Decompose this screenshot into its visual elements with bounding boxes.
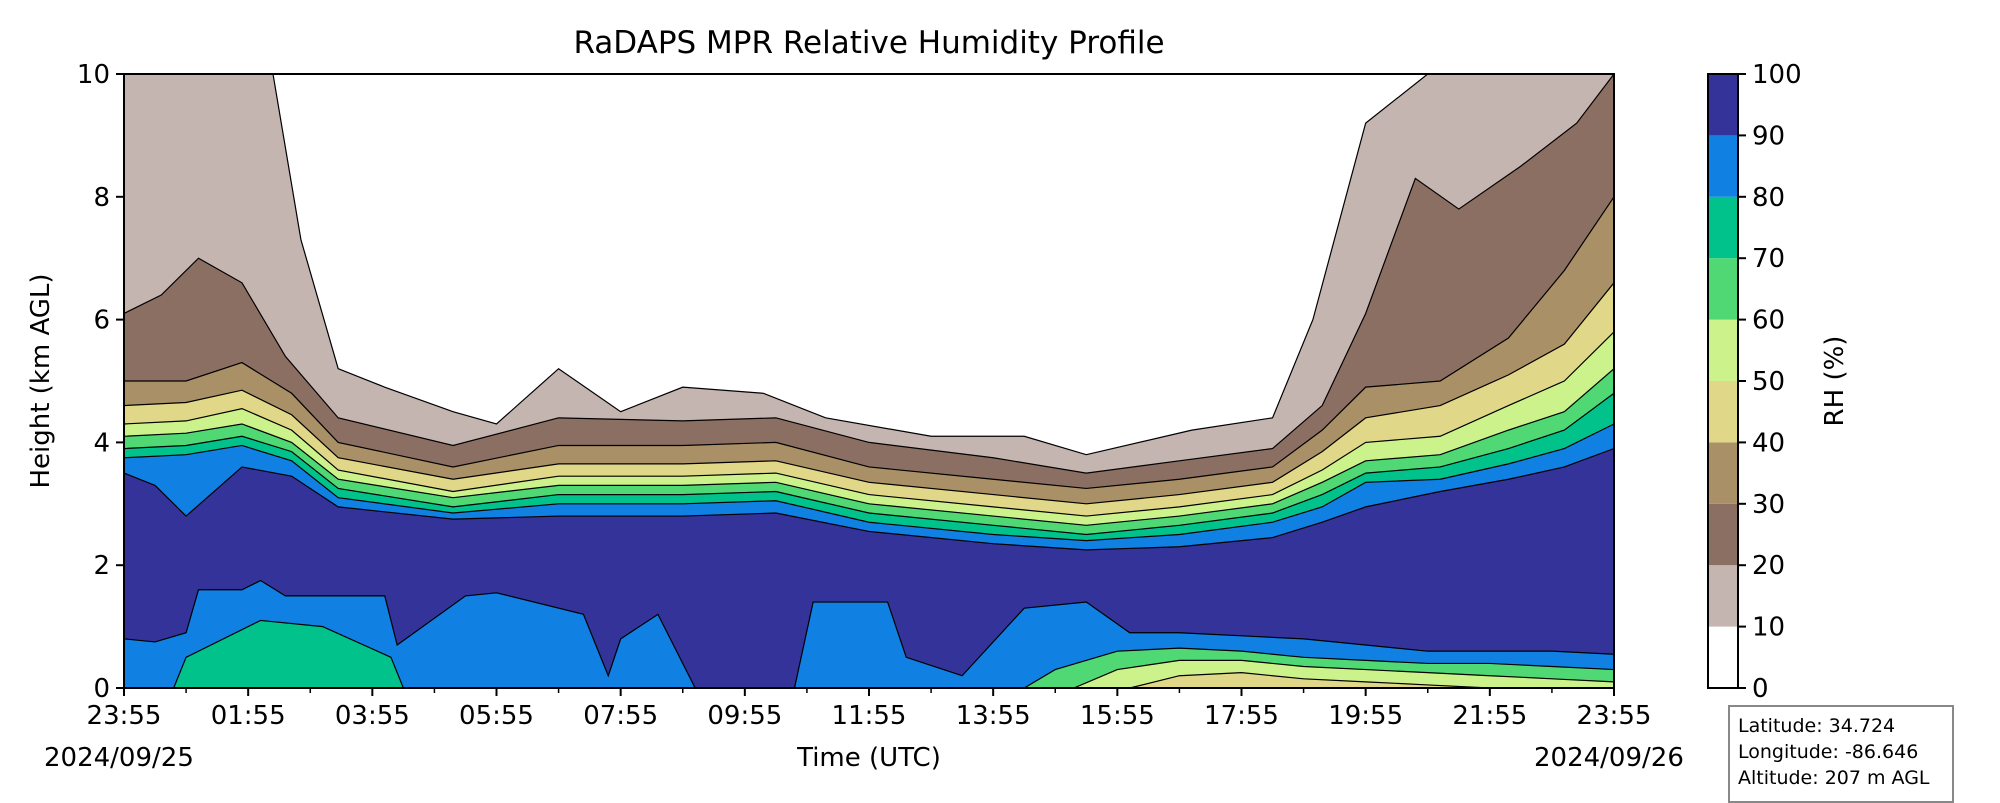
contour-line-90 (124, 447, 1614, 551)
colorbar-tick-label: 50 (1752, 367, 1785, 397)
colorbar-tick-label: 20 (1752, 551, 1785, 581)
x-tick-label: 17:55 (1204, 701, 1279, 731)
y-axis: 0 2 4 6 8 10 (77, 60, 124, 704)
contour-patch-line-50 (1129, 672, 1490, 688)
rh-patch-50 (1129, 672, 1490, 688)
y-tick-label: 8 (93, 183, 110, 213)
contour-patch-line-70 (1023, 647, 1614, 688)
y-tick-label: 2 (93, 551, 110, 581)
contour-line-40 (124, 282, 1614, 505)
station-info-box: Latitude: 34.724 Longitude: -86.646 Alti… (1728, 705, 1954, 803)
x-axis-label: Time (UTC) (796, 743, 941, 773)
colorbar-segment (1708, 319, 1738, 381)
colorbar-tick-label: 40 (1752, 428, 1785, 458)
colorbar-tick-label: 100 (1752, 60, 1802, 90)
colorbar-tick-label: 70 (1752, 244, 1785, 274)
longitude-text: Longitude: -86.646 (1738, 741, 1919, 763)
y-tick-label: 10 (77, 60, 110, 90)
colorbar-segment (1708, 135, 1738, 197)
y-tick-label: 4 (93, 428, 110, 458)
contour-fills (124, 74, 1614, 688)
y-tick-label: 6 (93, 306, 110, 336)
contour-patch-line-60 (1073, 659, 1614, 688)
x-tick-label: 15:55 (1080, 701, 1155, 731)
end-date-label: 2024/09/26 (1534, 743, 1684, 773)
x-tick-label: 09:55 (707, 701, 782, 731)
colorbar-tick-label: 80 (1752, 183, 1785, 213)
contour-patch-line-80 (173, 619, 404, 688)
x-tick-label: 21:55 (1452, 701, 1527, 731)
colorbar: 0 10 20 30 40 50 60 70 80 90 100 (1707, 60, 1802, 704)
x-tick-label: 13:55 (956, 701, 1031, 731)
x-tick-label: 01:55 (211, 701, 286, 731)
x-tick-label: 05:55 (459, 701, 534, 731)
chart-title: RaDAPS MPR Relative Humidity Profile (573, 25, 1164, 61)
colorbar-label: RH (%) (1820, 336, 1850, 427)
contour-line-50 (124, 331, 1614, 517)
contour-line-80 (124, 423, 1614, 542)
x-axis: 23:55 01:55 03:55 05:55 07:55 09:55 11:55 13:55… (87, 688, 1652, 731)
colorbar-tick-label: 30 (1752, 490, 1785, 520)
colorbar-segment (1708, 74, 1738, 136)
contour-line-60 (124, 368, 1614, 526)
colorbar-tick-label: 90 (1752, 121, 1785, 151)
latitude-text: Latitude: 34.724 (1738, 715, 1896, 737)
x-tick-label: 11:55 (832, 701, 907, 731)
colorbar-segment (1708, 442, 1738, 504)
colorbar-segment (1708, 565, 1738, 627)
x-tick-label: 19:55 (1328, 701, 1403, 731)
contour-line-70 (124, 392, 1614, 536)
x-tick-label: 03:55 (335, 701, 410, 731)
contour-patch-line-90 (124, 579, 1614, 688)
contour-line-30 (124, 196, 1614, 490)
colorbar-tick-label: 0 (1752, 674, 1769, 704)
colorbar-tick-label: 10 (1752, 613, 1785, 643)
x-tick-label: 23:55 (1577, 701, 1652, 731)
colorbar-segment (1708, 503, 1738, 566)
colorbar-segment (1708, 626, 1738, 688)
x-tick-label: 23:55 (87, 701, 162, 731)
colorbar-tick-label: 60 (1752, 306, 1785, 336)
contour-line-10 (124, 74, 1614, 456)
x-tick-label: 07:55 (583, 701, 658, 731)
start-date-label: 2024/09/25 (44, 743, 194, 773)
colorbar-segment (1708, 196, 1738, 259)
y-axis-label: Height (km AGL) (26, 273, 56, 488)
colorbar-segment (1708, 258, 1738, 320)
contour-line-20 (124, 74, 1614, 474)
colorbar-segment (1708, 381, 1738, 443)
altitude-text: Altitude: 207 m AGL (1738, 767, 1930, 789)
contour-lines (124, 74, 1614, 688)
y-tick-label: 0 (93, 674, 110, 704)
